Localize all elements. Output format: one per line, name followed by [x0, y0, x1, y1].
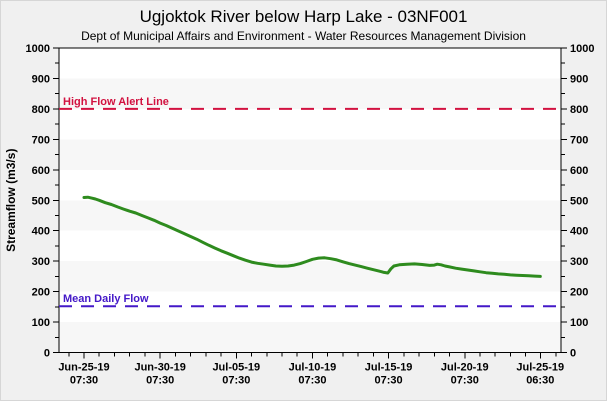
x-tick-label-date: Jul-15-19: [365, 362, 413, 374]
y-tick-label-right: 500: [570, 195, 588, 207]
x-tick-label-date: Jul-25-19: [516, 362, 564, 374]
y-tick-label-right: 100: [570, 317, 588, 329]
x-tick-label-time: 07:30: [298, 375, 326, 387]
x-tick-label-time: 07:30: [70, 375, 98, 387]
y-tick-label-left: 900: [32, 73, 50, 85]
y-tick-label-right: 700: [570, 134, 588, 146]
x-tick-label-time: 07:30: [146, 375, 174, 387]
y-tick-label-left: 400: [32, 226, 50, 238]
y-tick-label-left: 800: [32, 104, 50, 116]
y-tick-label-right: 800: [570, 104, 588, 116]
y-tick-label-left: 100: [32, 317, 50, 329]
y-tick-label-right: 200: [570, 287, 588, 299]
y-tick-label-left: 1000: [26, 43, 50, 55]
y-tick-label-right: 300: [570, 256, 588, 268]
x-tick-label-date: Jun-30-19: [134, 362, 185, 374]
y-tick-label-right: 400: [570, 226, 588, 238]
y-tick-label-right: 600: [570, 165, 588, 177]
x-tick-label-time: 07:30: [375, 375, 403, 387]
x-tick-label-date: Jul-10-19: [289, 362, 337, 374]
grid-band: [59, 78, 561, 109]
plot-border: [58, 47, 562, 353]
grid-band: [59, 139, 561, 170]
x-tick-label-date: Jul-20-19: [441, 362, 489, 374]
y-tick-label-left: 200: [32, 287, 50, 299]
y-tick-label-right: 0: [570, 348, 576, 360]
y-tick-label-left: 600: [32, 165, 50, 177]
y-tick-label-left: 0: [44, 348, 50, 360]
y-tick-label-right: 900: [570, 73, 588, 85]
chart-title: Ugjoktok River below Harp Lake - 03NF001: [139, 7, 468, 26]
x-tick-label-date: Jul-05-19: [212, 362, 260, 374]
chart-subtitle: Dept of Municipal Affairs and Environmen…: [81, 29, 526, 43]
y-tick-label-right: 1000: [570, 43, 594, 55]
high-flow-alert-line-label: High Flow Alert Line: [63, 96, 169, 108]
y-tick-label-left: 500: [32, 195, 50, 207]
y-tick-label-left: 300: [32, 256, 50, 268]
grid-band: [59, 322, 561, 353]
mean-daily-flow-line-label: Mean Daily Flow: [63, 293, 149, 305]
x-tick-label-date: Jun-25-19: [58, 362, 109, 374]
streamflow-line: [82, 195, 542, 278]
grid-band: [59, 200, 561, 231]
x-tick-label-time: 07:30: [222, 375, 250, 387]
x-tick-label-time: 06:30: [526, 375, 554, 387]
y-axis-title: Streamflow (m3/s): [4, 149, 18, 252]
grid-band: [59, 261, 561, 292]
y-tick-label-left: 700: [32, 134, 50, 146]
x-tick-label-time: 07:30: [451, 375, 479, 387]
